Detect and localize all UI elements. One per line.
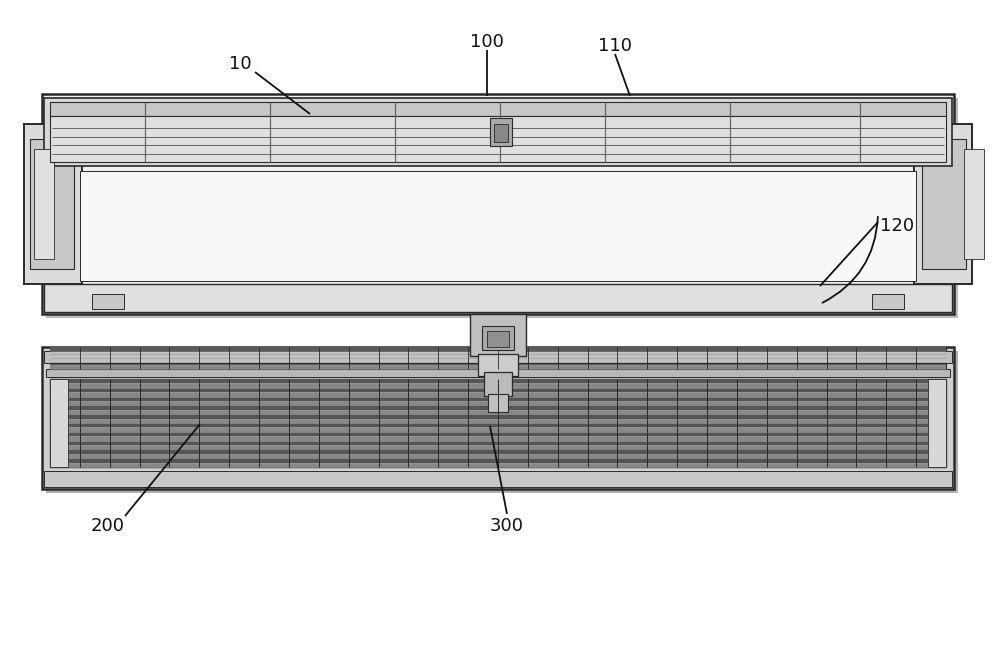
Bar bbox=[34, 149, 54, 259]
Bar bbox=[50, 462, 946, 467]
Text: 300: 300 bbox=[490, 517, 524, 535]
Bar bbox=[50, 454, 946, 458]
Bar bbox=[488, 394, 508, 412]
Bar bbox=[50, 379, 68, 467]
Bar bbox=[42, 94, 954, 314]
Bar bbox=[50, 354, 946, 358]
Bar bbox=[46, 351, 958, 493]
Bar bbox=[50, 405, 946, 410]
Bar bbox=[482, 326, 514, 350]
Bar bbox=[80, 171, 916, 281]
Bar bbox=[50, 358, 946, 362]
Bar bbox=[494, 124, 508, 142]
Bar bbox=[50, 383, 946, 388]
Bar bbox=[24, 124, 82, 284]
Bar bbox=[50, 436, 946, 441]
Bar bbox=[50, 441, 946, 445]
Bar bbox=[50, 362, 946, 366]
Bar bbox=[914, 124, 972, 284]
Bar bbox=[964, 149, 984, 259]
Text: 100: 100 bbox=[470, 33, 504, 51]
Bar bbox=[50, 347, 946, 351]
Bar bbox=[50, 392, 946, 396]
Bar bbox=[44, 98, 952, 166]
Text: 110: 110 bbox=[598, 37, 632, 55]
Bar bbox=[50, 401, 946, 405]
Bar bbox=[50, 347, 946, 369]
Bar bbox=[50, 432, 946, 436]
Bar bbox=[46, 98, 958, 318]
Text: 120: 120 bbox=[880, 217, 914, 235]
Bar bbox=[46, 369, 950, 377]
Bar bbox=[92, 294, 124, 309]
Bar bbox=[44, 284, 952, 312]
Bar bbox=[490, 118, 512, 146]
Bar bbox=[872, 294, 904, 309]
Text: 10: 10 bbox=[229, 55, 251, 73]
Bar bbox=[50, 102, 946, 116]
Bar bbox=[484, 372, 512, 396]
Bar bbox=[50, 428, 946, 432]
Bar bbox=[50, 379, 946, 383]
Bar bbox=[487, 331, 509, 347]
Bar bbox=[50, 116, 946, 162]
Bar bbox=[50, 351, 946, 354]
Bar bbox=[928, 379, 946, 467]
Bar bbox=[478, 354, 518, 376]
Bar bbox=[922, 139, 966, 269]
Text: 200: 200 bbox=[91, 517, 125, 535]
Bar bbox=[50, 396, 946, 401]
Bar bbox=[50, 414, 946, 419]
Bar bbox=[50, 419, 946, 423]
Bar bbox=[44, 351, 952, 363]
Bar bbox=[50, 423, 946, 428]
Bar bbox=[50, 388, 946, 392]
Bar bbox=[50, 449, 946, 454]
Bar bbox=[50, 410, 946, 414]
Bar bbox=[50, 445, 946, 449]
Bar bbox=[50, 366, 946, 369]
Bar bbox=[30, 139, 74, 269]
Bar bbox=[44, 471, 952, 487]
Bar bbox=[42, 347, 954, 489]
Bar bbox=[470, 314, 526, 356]
Bar bbox=[50, 458, 946, 462]
Bar bbox=[50, 379, 946, 467]
